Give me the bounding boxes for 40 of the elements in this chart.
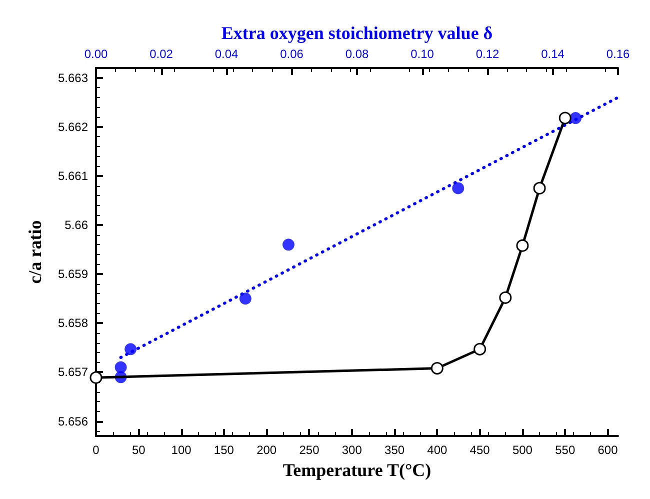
y-tick-label: 5.663 <box>58 70 88 85</box>
y-tick-label: 5.659 <box>58 267 88 282</box>
x2-tick-label: 0.12 <box>476 47 500 61</box>
x2-tick-label: 0.16 <box>606 47 630 61</box>
x2-tick-label: 0.10 <box>410 47 434 61</box>
x-tick-label: 200 <box>256 443 277 457</box>
x-tick-label: 450 <box>470 443 490 457</box>
x2-tick-label: 0.08 <box>345 47 369 61</box>
point <box>558 112 572 124</box>
x-tick-label: 300 <box>342 443 362 457</box>
point <box>499 291 512 304</box>
y-tick-label: 5.658 <box>58 316 88 330</box>
x-tick-label: 150 <box>214 443 234 457</box>
x-tick-label: 0 <box>92 443 100 457</box>
x-tick-label: 100 <box>171 443 192 457</box>
point <box>430 362 444 375</box>
point <box>90 371 102 384</box>
point <box>533 182 546 194</box>
x-axis-title: Temperature T(°C) <box>282 460 432 480</box>
y-axis-title: c/a ratio <box>25 220 45 284</box>
x-tick-label: 500 <box>512 443 533 457</box>
x2-axis-title: Extra oxygen stoichiometry value δ <box>221 23 493 43</box>
x-tick-label: 250 <box>299 443 320 457</box>
x-tick-label: 50 <box>132 443 146 457</box>
x-tick-label: 550 <box>555 443 576 457</box>
y-tick-label: 5.656 <box>58 414 88 428</box>
point <box>516 239 529 252</box>
x2-tick-label: 0.02 <box>150 47 174 61</box>
x-tick-label: 600 <box>598 443 618 457</box>
x2-tick-label: 0.06 <box>280 47 304 61</box>
y-tick-label: 5.66 <box>64 218 88 232</box>
x2-tick-label: 0.00 <box>84 47 108 61</box>
y-tick-label: 5.662 <box>58 120 88 134</box>
y-tick-label: 5.661 <box>58 168 88 183</box>
x-tick-label: 400 <box>427 443 448 457</box>
point <box>474 342 486 356</box>
x2-tick-label: 0.04 <box>214 47 238 61</box>
x-tick-label: 350 <box>384 443 405 457</box>
x2-tick-label: 0.14 <box>541 47 565 61</box>
y-tick-label: 5.657 <box>58 365 88 380</box>
